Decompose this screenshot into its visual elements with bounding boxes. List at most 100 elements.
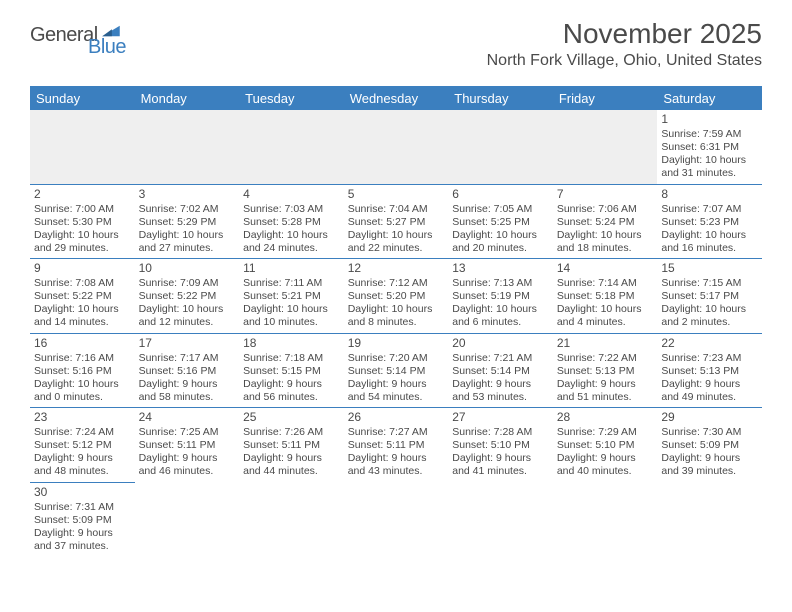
daylight-line: Daylight: 10 hours and 27 minutes.: [139, 229, 236, 255]
day-number: 4: [243, 187, 340, 202]
daylight-line: Daylight: 9 hours and 46 minutes.: [139, 452, 236, 478]
page-title: November 2025: [487, 18, 762, 50]
day-cell: [30, 110, 135, 184]
daylight-line: Daylight: 10 hours and 2 minutes.: [661, 303, 758, 329]
sunrise-line: Sunrise: 7:25 AM: [139, 426, 236, 439]
day-cell: 28Sunrise: 7:29 AMSunset: 5:10 PMDayligh…: [553, 408, 658, 483]
day-number: 9: [34, 261, 131, 276]
sunset-line: Sunset: 5:25 PM: [452, 216, 549, 229]
day-cell: 14Sunrise: 7:14 AMSunset: 5:18 PMDayligh…: [553, 259, 658, 334]
daylight-line: Daylight: 10 hours and 6 minutes.: [452, 303, 549, 329]
daylight-line: Daylight: 9 hours and 37 minutes.: [34, 527, 131, 553]
sunrise-line: Sunrise: 7:26 AM: [243, 426, 340, 439]
sunset-line: Sunset: 5:27 PM: [348, 216, 445, 229]
sunrise-line: Sunrise: 7:04 AM: [348, 203, 445, 216]
sunset-line: Sunset: 5:12 PM: [34, 439, 131, 452]
day-number: 17: [139, 336, 236, 351]
sunrise-line: Sunrise: 7:31 AM: [34, 501, 131, 514]
sunset-line: Sunset: 5:19 PM: [452, 290, 549, 303]
day-number: 25: [243, 410, 340, 425]
sunset-line: Sunset: 5:09 PM: [661, 439, 758, 452]
sunset-line: Sunset: 5:14 PM: [452, 365, 549, 378]
day-number: 11: [243, 261, 340, 276]
sunset-line: Sunset: 5:21 PM: [243, 290, 340, 303]
daylight-line: Daylight: 10 hours and 29 minutes.: [34, 229, 131, 255]
day-number: 27: [452, 410, 549, 425]
day-cell: 27Sunrise: 7:28 AMSunset: 5:10 PMDayligh…: [448, 408, 553, 483]
sunrise-line: Sunrise: 7:02 AM: [139, 203, 236, 216]
daylight-line: Daylight: 10 hours and 4 minutes.: [557, 303, 654, 329]
day-cell: 1Sunrise: 7:59 AMSunset: 6:31 PMDaylight…: [657, 110, 762, 184]
day-number: 12: [348, 261, 445, 276]
daylight-line: Daylight: 10 hours and 10 minutes.: [243, 303, 340, 329]
day-cell: 10Sunrise: 7:09 AMSunset: 5:22 PMDayligh…: [135, 259, 240, 334]
sunset-line: Sunset: 5:16 PM: [34, 365, 131, 378]
day-cell: 7Sunrise: 7:06 AMSunset: 5:24 PMDaylight…: [553, 184, 658, 259]
calendar-body: 1Sunrise: 7:59 AMSunset: 6:31 PMDaylight…: [30, 110, 762, 556]
sunrise-line: Sunrise: 7:28 AM: [452, 426, 549, 439]
daylight-line: Daylight: 10 hours and 18 minutes.: [557, 229, 654, 255]
sunrise-line: Sunrise: 7:15 AM: [661, 277, 758, 290]
day-number: 7: [557, 187, 654, 202]
day-cell: 16Sunrise: 7:16 AMSunset: 5:16 PMDayligh…: [30, 333, 135, 408]
day-cell: [657, 482, 762, 556]
day-number: 22: [661, 336, 758, 351]
day-cell: 13Sunrise: 7:13 AMSunset: 5:19 PMDayligh…: [448, 259, 553, 334]
day-cell: [135, 482, 240, 556]
weekday-header: Friday: [553, 86, 658, 110]
sunrise-line: Sunrise: 7:30 AM: [661, 426, 758, 439]
week-row: 1Sunrise: 7:59 AMSunset: 6:31 PMDaylight…: [30, 110, 762, 184]
sunrise-line: Sunrise: 7:08 AM: [34, 277, 131, 290]
day-cell: 5Sunrise: 7:04 AMSunset: 5:27 PMDaylight…: [344, 184, 449, 259]
daylight-line: Daylight: 10 hours and 16 minutes.: [661, 229, 758, 255]
sunrise-line: Sunrise: 7:18 AM: [243, 352, 340, 365]
week-row: 9Sunrise: 7:08 AMSunset: 5:22 PMDaylight…: [30, 259, 762, 334]
sunset-line: Sunset: 5:11 PM: [243, 439, 340, 452]
sunset-line: Sunset: 5:10 PM: [452, 439, 549, 452]
sunset-line: Sunset: 5:17 PM: [661, 290, 758, 303]
sunrise-line: Sunrise: 7:09 AM: [139, 277, 236, 290]
day-number: 5: [348, 187, 445, 202]
day-number: 29: [661, 410, 758, 425]
daylight-line: Daylight: 10 hours and 22 minutes.: [348, 229, 445, 255]
sunset-line: Sunset: 5:14 PM: [348, 365, 445, 378]
sunset-line: Sunset: 5:24 PM: [557, 216, 654, 229]
day-number: 1: [661, 112, 758, 127]
daylight-line: Daylight: 9 hours and 48 minutes.: [34, 452, 131, 478]
day-cell: 4Sunrise: 7:03 AMSunset: 5:28 PMDaylight…: [239, 184, 344, 259]
daylight-line: Daylight: 9 hours and 51 minutes.: [557, 378, 654, 404]
daylight-line: Daylight: 10 hours and 24 minutes.: [243, 229, 340, 255]
day-number: 15: [661, 261, 758, 276]
weekday-header-row: Sunday Monday Tuesday Wednesday Thursday…: [30, 86, 762, 110]
daylight-line: Daylight: 10 hours and 8 minutes.: [348, 303, 445, 329]
sunset-line: Sunset: 5:22 PM: [34, 290, 131, 303]
daylight-line: Daylight: 9 hours and 49 minutes.: [661, 378, 758, 404]
day-cell: 26Sunrise: 7:27 AMSunset: 5:11 PMDayligh…: [344, 408, 449, 483]
day-cell: 11Sunrise: 7:11 AMSunset: 5:21 PMDayligh…: [239, 259, 344, 334]
day-cell: 12Sunrise: 7:12 AMSunset: 5:20 PMDayligh…: [344, 259, 449, 334]
sunrise-line: Sunrise: 7:13 AM: [452, 277, 549, 290]
day-number: 21: [557, 336, 654, 351]
logo-text-blue: Blue: [88, 36, 126, 59]
sunrise-line: Sunrise: 7:11 AM: [243, 277, 340, 290]
day-number: 26: [348, 410, 445, 425]
week-row: 23Sunrise: 7:24 AMSunset: 5:12 PMDayligh…: [30, 408, 762, 483]
sunrise-line: Sunrise: 7:00 AM: [34, 203, 131, 216]
day-cell: [448, 110, 553, 184]
day-cell: 22Sunrise: 7:23 AMSunset: 5:13 PMDayligh…: [657, 333, 762, 408]
day-number: 20: [452, 336, 549, 351]
sunrise-line: Sunrise: 7:20 AM: [348, 352, 445, 365]
sunset-line: Sunset: 5:11 PM: [348, 439, 445, 452]
sunrise-line: Sunrise: 7:24 AM: [34, 426, 131, 439]
weekday-header: Sunday: [30, 86, 135, 110]
day-cell: 6Sunrise: 7:05 AMSunset: 5:25 PMDaylight…: [448, 184, 553, 259]
day-cell: [344, 482, 449, 556]
day-cell: 30Sunrise: 7:31 AMSunset: 5:09 PMDayligh…: [30, 482, 135, 556]
weekday-header: Thursday: [448, 86, 553, 110]
day-cell: 18Sunrise: 7:18 AMSunset: 5:15 PMDayligh…: [239, 333, 344, 408]
daylight-line: Daylight: 10 hours and 31 minutes.: [661, 154, 758, 180]
sunrise-line: Sunrise: 7:59 AM: [661, 128, 758, 141]
weekday-header: Wednesday: [344, 86, 449, 110]
sunset-line: Sunset: 5:22 PM: [139, 290, 236, 303]
sunset-line: Sunset: 5:20 PM: [348, 290, 445, 303]
